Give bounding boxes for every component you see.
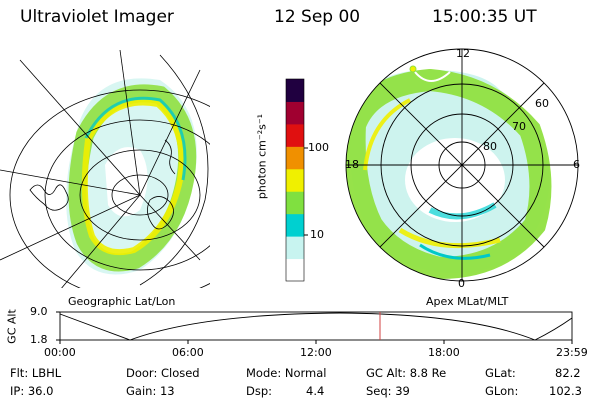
magnetic-image	[345, 48, 579, 282]
colorbar-segment	[286, 258, 304, 282]
door-status: Door: Closed	[126, 366, 200, 380]
time-axis-label: 06:00	[172, 346, 204, 359]
geographic-image	[0, 49, 210, 288]
colorbar-segment	[286, 213, 304, 237]
altitude-tick-min: 1.8	[30, 333, 48, 346]
colorbar-segment	[286, 236, 304, 260]
time-axis-label: 23:59	[556, 346, 588, 359]
altitude-axis-label: GC Alt	[5, 309, 19, 344]
gain-status: Gain: 13	[126, 384, 175, 398]
instrument-title: Ultraviolet Imager	[20, 7, 174, 27]
colorbar	[285, 78, 308, 282]
dsp-label: Dsp:	[246, 384, 273, 398]
colorbar-tick-100: 100	[308, 141, 329, 154]
altitude-plot	[56, 311, 573, 344]
colorbar-unit-label: photon cm⁻²s⁻¹	[255, 113, 269, 200]
dsp-value: 4.4	[306, 384, 325, 398]
time-axis-label: 18:00	[428, 346, 460, 359]
time-axis-label: 12:00	[300, 346, 332, 359]
glon-value: 102.3	[549, 384, 582, 398]
glon-label: GLon:	[485, 384, 519, 398]
filter-status: Flt: LBHL	[10, 366, 62, 380]
colorbar-tick-10: 10	[310, 228, 324, 241]
observation-time: 15:00:35 UT	[432, 7, 537, 27]
colorbar-segment	[286, 123, 304, 147]
mlt-label-18: 18	[345, 158, 359, 171]
mlat-label-60: 60	[535, 97, 549, 110]
colorbar-segment	[286, 101, 304, 125]
colorbar-segment	[286, 146, 304, 170]
altitude-tick-max: 9.0	[30, 305, 48, 318]
mode-status: Mode: Normal	[246, 366, 327, 380]
gc-alt-status: GC Alt: 8.8 Re	[366, 366, 447, 380]
observation-date: 12 Sep 00	[274, 7, 361, 27]
ip-status: IP: 36.0	[10, 384, 54, 398]
magnetic-caption: Apex MLat/MLT	[426, 295, 509, 308]
mlat-label-80: 80	[483, 140, 497, 153]
mlt-label-6: 6	[573, 158, 580, 171]
mlt-label-12: 12	[456, 47, 470, 60]
glat-value: 82.2	[555, 366, 581, 380]
geographic-caption: Geographic Lat/Lon	[68, 295, 176, 308]
colorbar-segment	[286, 168, 304, 192]
mlt-label-0: 0	[458, 277, 465, 290]
mlat-label-70: 70	[512, 120, 526, 133]
colorbar-segment	[286, 191, 304, 215]
colorbar-segment	[286, 79, 304, 102]
seq-status: Seq: 39	[366, 384, 410, 398]
time-axis-label: 00:00	[44, 346, 76, 359]
glat-label: GLat:	[485, 366, 516, 380]
